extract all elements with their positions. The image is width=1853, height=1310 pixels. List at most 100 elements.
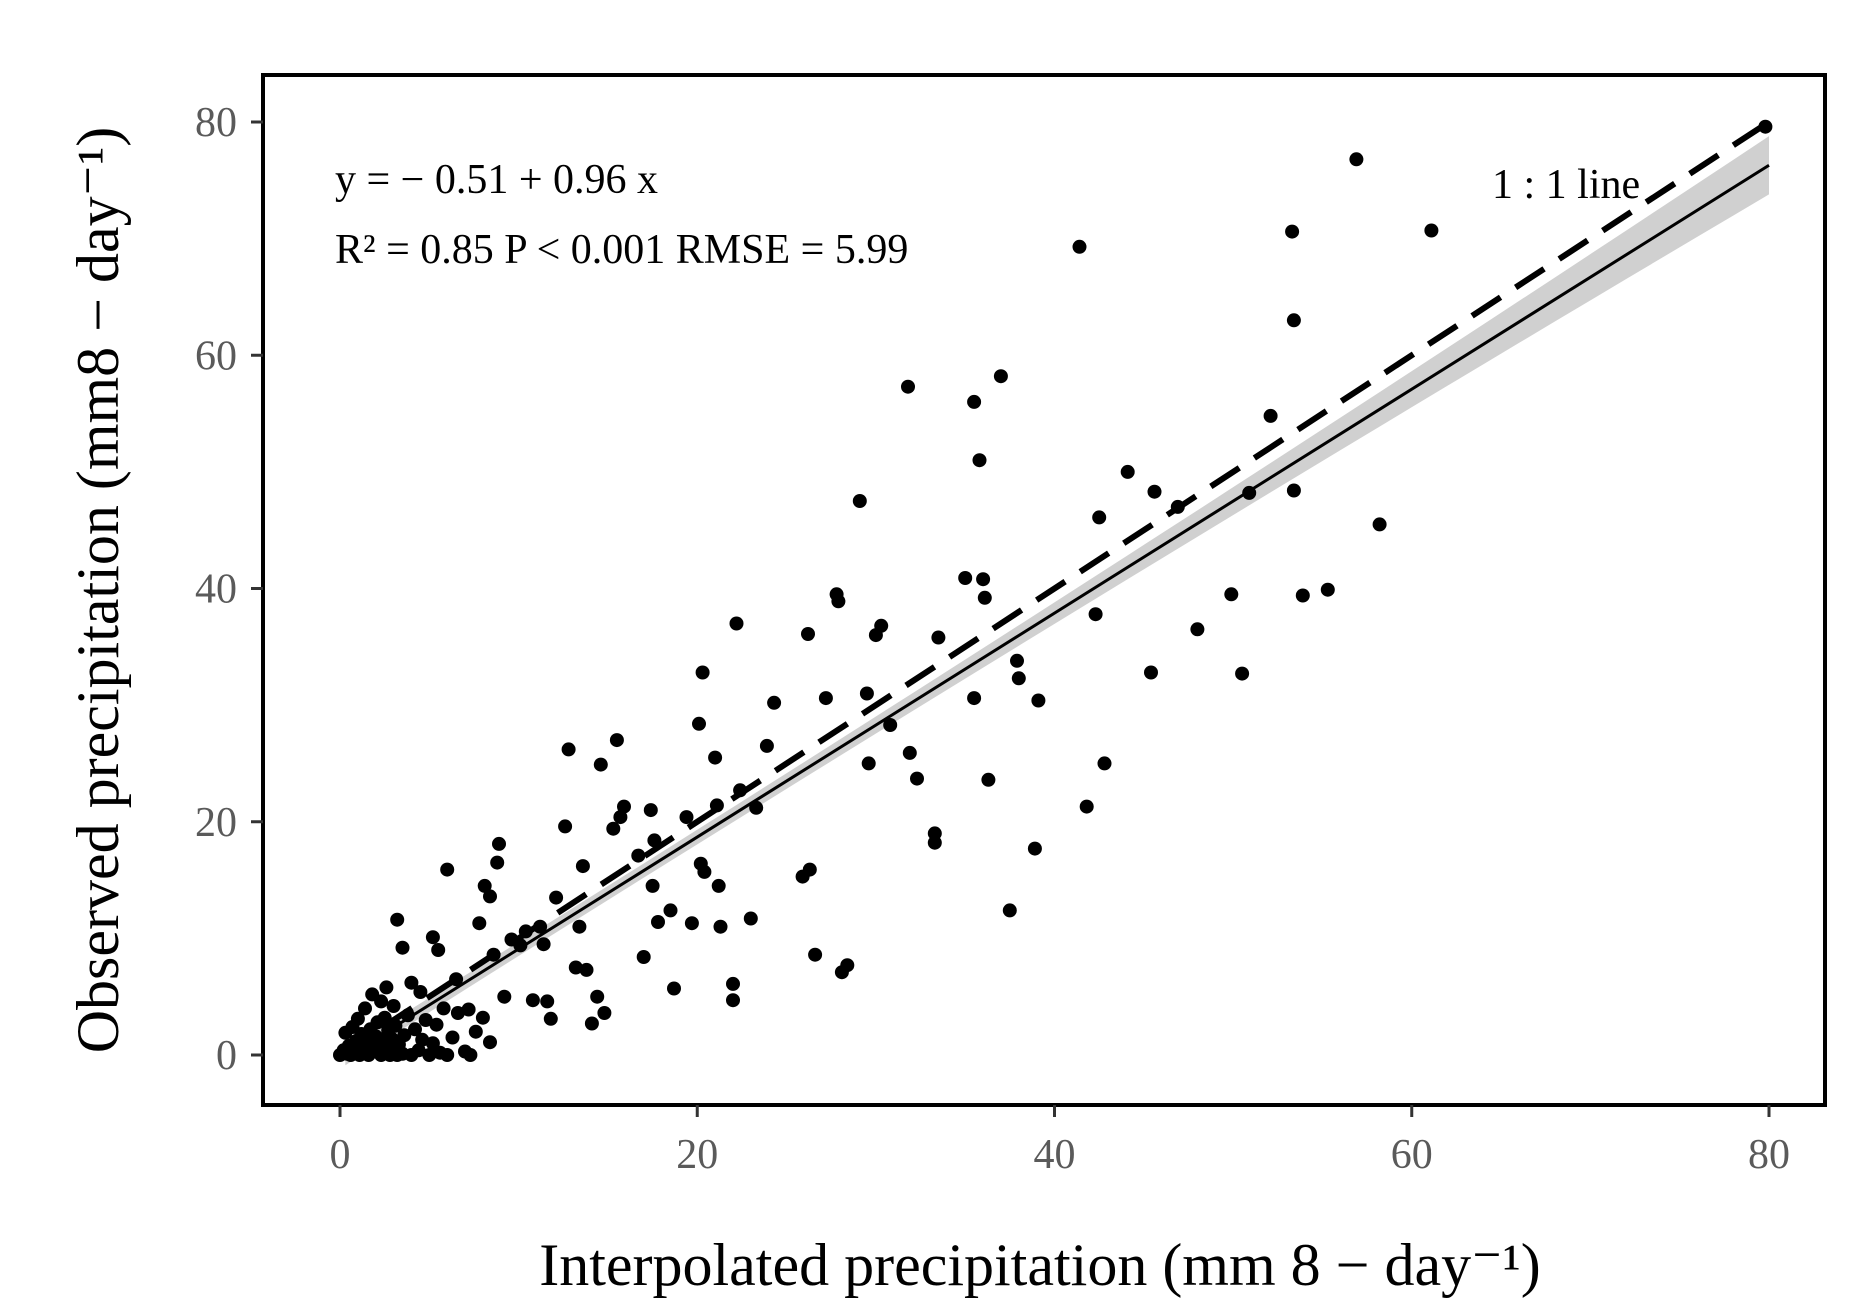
data-point bbox=[395, 940, 410, 955]
data-point bbox=[708, 750, 723, 765]
data-point bbox=[695, 665, 710, 680]
data-point bbox=[445, 1030, 460, 1045]
data-point bbox=[1349, 152, 1364, 167]
data-point bbox=[684, 916, 699, 931]
data-point bbox=[408, 1022, 422, 1037]
data-point bbox=[450, 1006, 465, 1020]
data-point bbox=[976, 572, 991, 587]
data-point bbox=[1286, 313, 1301, 328]
x-tick-label: 0 bbox=[330, 1132, 351, 1178]
data-point bbox=[874, 618, 889, 633]
y-tick-label: 60 bbox=[195, 333, 237, 379]
data-point bbox=[759, 738, 774, 753]
data-point bbox=[1072, 239, 1087, 254]
data-point bbox=[1285, 224, 1300, 239]
y-tick-label: 20 bbox=[195, 800, 237, 846]
data-point bbox=[643, 803, 658, 818]
data-point bbox=[475, 1010, 490, 1025]
data-point bbox=[468, 1024, 483, 1039]
data-point bbox=[390, 912, 405, 927]
data-point bbox=[1372, 517, 1387, 532]
data-point bbox=[901, 379, 915, 394]
data-point bbox=[729, 616, 744, 631]
data-point bbox=[1011, 671, 1026, 686]
data-point bbox=[593, 757, 608, 772]
data-point bbox=[386, 999, 401, 1013]
data-point bbox=[558, 819, 573, 834]
data-point bbox=[568, 960, 583, 975]
data-point bbox=[413, 985, 428, 999]
y-axis-title: Observed precipitation (mm8 − day⁻¹) bbox=[65, 127, 131, 1054]
data-point bbox=[440, 1048, 455, 1062]
data-point bbox=[411, 1043, 426, 1058]
data-point bbox=[861, 756, 876, 771]
data-point bbox=[436, 1001, 451, 1016]
data-point bbox=[1031, 693, 1046, 708]
data-point bbox=[404, 975, 419, 990]
confidence-band bbox=[345, 136, 1769, 1066]
data-point bbox=[415, 1032, 430, 1047]
y-tick-label: 40 bbox=[195, 567, 237, 613]
data-point bbox=[818, 691, 833, 706]
data-point bbox=[667, 981, 681, 996]
data-point bbox=[1263, 408, 1278, 423]
data-point bbox=[1224, 587, 1239, 602]
data-point bbox=[525, 993, 540, 1008]
data-point bbox=[631, 848, 646, 863]
data-point bbox=[972, 453, 987, 468]
data-point bbox=[958, 571, 973, 585]
y-tick-label: 80 bbox=[195, 100, 237, 146]
data-point bbox=[636, 950, 651, 964]
data-point bbox=[477, 878, 492, 893]
data-point bbox=[1002, 903, 1017, 918]
data-point bbox=[609, 733, 624, 748]
data-point bbox=[859, 686, 874, 701]
trend-lines bbox=[338, 119, 1771, 1059]
data-point bbox=[1088, 607, 1103, 622]
data-point bbox=[418, 1013, 433, 1027]
data-point bbox=[1120, 464, 1135, 479]
data-point bbox=[543, 1011, 558, 1026]
data-point bbox=[497, 989, 512, 1004]
data-point bbox=[350, 1011, 365, 1026]
data-point bbox=[425, 930, 440, 945]
data-point bbox=[461, 1002, 476, 1017]
data-point bbox=[429, 1017, 444, 1032]
ci-band bbox=[345, 136, 1769, 1066]
y-tick-label: 0 bbox=[216, 1033, 237, 1079]
data-point bbox=[483, 1035, 497, 1050]
data-point bbox=[663, 903, 678, 918]
data-point bbox=[579, 962, 594, 977]
one-to-one-line bbox=[338, 119, 1771, 1058]
data-point bbox=[910, 771, 924, 786]
stats-label: R² = 0.85 P < 0.001 RMSE = 5.99 bbox=[335, 227, 908, 273]
data-point bbox=[802, 862, 817, 877]
data-point bbox=[692, 716, 706, 731]
data-point bbox=[967, 394, 982, 409]
data-point bbox=[1286, 483, 1301, 498]
data-point bbox=[613, 810, 628, 825]
data-point bbox=[767, 695, 782, 710]
data-point bbox=[1190, 622, 1205, 637]
data-point bbox=[808, 947, 823, 962]
data-point bbox=[801, 627, 815, 641]
data-point bbox=[1295, 588, 1310, 603]
data-point bbox=[713, 919, 728, 934]
data-point bbox=[440, 862, 455, 877]
data-point bbox=[492, 836, 506, 851]
data-point bbox=[840, 958, 855, 973]
data-point bbox=[852, 494, 867, 508]
data-point bbox=[358, 1001, 372, 1016]
data-point bbox=[1424, 223, 1439, 238]
data-point bbox=[1027, 841, 1042, 856]
data-point bbox=[645, 878, 660, 893]
data-point bbox=[422, 1048, 437, 1062]
x-tick-label: 20 bbox=[676, 1132, 718, 1178]
data-point bbox=[536, 937, 551, 952]
data-point bbox=[1235, 666, 1250, 681]
x-axis: 0 20 40 60 80 bbox=[330, 1105, 1790, 1178]
data-point bbox=[931, 630, 946, 645]
data-point bbox=[431, 943, 446, 957]
data-point bbox=[472, 916, 487, 931]
